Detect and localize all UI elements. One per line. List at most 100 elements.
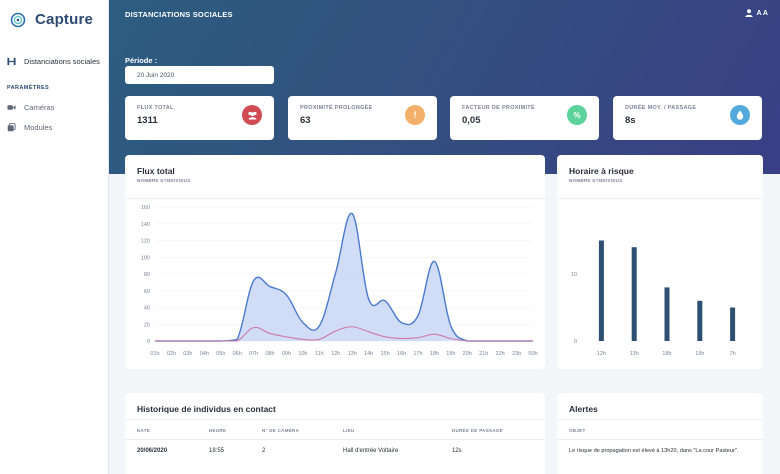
stat-value: 63 — [300, 115, 311, 126]
column-header-duree: DURÉE DE PASSAGE — [452, 428, 503, 433]
people-distance-icon — [7, 57, 16, 66]
x-tick-label: 23h — [512, 351, 521, 357]
stat-label: PROXIMITÉ PROLONGÉE — [300, 105, 373, 111]
panel-title: Horaire à risque — [569, 166, 634, 176]
users-icon — [242, 105, 262, 125]
stat-card-facteur: FACTEUR DE PROXIMITÉ 0,05 % — [450, 96, 599, 140]
x-tick-label: 14h — [364, 351, 373, 357]
x-tick-label: 7h — [730, 351, 736, 357]
risk-hours-panel: Horaire à risque NOMBRE D'INDIVIDUS 0 10 1… — [557, 155, 763, 369]
bar-18h — [664, 287, 670, 341]
x-tick-label: 07h — [249, 351, 258, 357]
x-tick-label: 11h — [315, 351, 324, 357]
bar-7h — [730, 307, 736, 341]
x-tick-label: 20h — [463, 351, 472, 357]
y-tick-label: 140 — [141, 222, 150, 228]
user-menu[interactable]: A A — [745, 9, 768, 17]
x-tick-label: 17h — [413, 351, 422, 357]
modules-icon — [7, 123, 16, 132]
stat-value: 1311 — [137, 115, 158, 126]
x-tick-label: 13h — [630, 351, 639, 357]
x-tick-label: 08h — [265, 351, 274, 357]
stat-card-proximite: PROXIMITÉ PROLONGÉE 63 ! — [288, 96, 437, 140]
bar-13h — [631, 247, 637, 341]
divider — [125, 419, 545, 420]
settings-section-title: PARAMÈTRES — [7, 85, 50, 91]
divider — [125, 439, 545, 440]
x-tick-label: 04h — [200, 351, 209, 357]
y-tick-label: 120 — [141, 239, 150, 245]
x-tick-label: 12h — [331, 351, 340, 357]
x-tick-label: 12h — [597, 351, 606, 357]
exclamation-icon: ! — [405, 105, 425, 125]
x-tick-label: 10h — [298, 351, 307, 357]
divider — [557, 419, 763, 420]
x-tick-label: 19h — [446, 351, 455, 357]
sidebar-item-modules[interactable]: Modules — [7, 123, 52, 132]
y-tick-label: 0 — [147, 339, 150, 345]
panel-title: Flux total — [137, 166, 175, 176]
panel-title: Historique de individus en contact — [137, 404, 276, 414]
user-icon — [745, 9, 754, 17]
bar-19h — [697, 300, 703, 341]
cell-camera: 2 — [262, 448, 266, 454]
sidebar-item-label: Modules — [24, 123, 53, 132]
cell-lieu: Hall d'entrée Voltaire — [343, 448, 399, 454]
column-header-camera: N° DE CAMÉRA — [262, 428, 300, 433]
sidebar-item-distanciations[interactable]: Distanciations sociales — [7, 57, 100, 66]
brand[interactable]: Capture — [10, 11, 93, 28]
x-tick-label: 19h — [695, 351, 704, 357]
sidebar-item-label: Distanciations sociales — [24, 57, 100, 66]
stat-value: 8s — [625, 115, 636, 126]
divider — [557, 198, 763, 199]
x-tick-label: 01h — [150, 351, 159, 357]
series-area-0 — [155, 213, 533, 341]
y-tick-label: 60 — [144, 289, 150, 295]
sidebar: Capture Distanciations sociales PARAMÈTR… — [0, 0, 109, 474]
period-label: Période : — [125, 56, 158, 65]
page-title: DISTANCIATIONS SOCIALES — [125, 10, 233, 19]
user-initials: A A — [756, 9, 768, 17]
alert-item[interactable]: Le risque de propagation est élevé à 13h… — [569, 448, 739, 454]
column-header-lieu: LIEU — [343, 428, 355, 433]
panel-title: Alertes — [569, 404, 598, 414]
stat-card-duree: DURÉE MOY. / PASSAGE 8s — [613, 96, 762, 140]
bar-12h — [598, 240, 604, 341]
x-tick-label: 21h — [479, 351, 488, 357]
panel-subtitle: NOMBRE D'INDIVIDUS — [569, 178, 623, 183]
x-tick-label: 05h — [216, 351, 225, 357]
brand-name: Capture — [35, 11, 94, 28]
percent-icon: % — [567, 105, 587, 125]
x-tick-label: 09h — [282, 351, 291, 357]
y-tick-label: 160 — [141, 205, 150, 211]
column-header-date: DATE — [137, 428, 151, 433]
camera-icon — [7, 105, 16, 110]
x-tick-label: 03h — [183, 351, 192, 357]
capture-logo-icon — [10, 12, 26, 27]
panel-subtitle: NOMBRE D'INDIVIDUS — [137, 178, 191, 183]
cell-date: 20/06/2020 — [137, 448, 168, 454]
header-band — [109, 0, 780, 174]
stat-card-flux-total: FLUX TOTAL 1311 — [125, 96, 274, 140]
series-line-1 — [155, 326, 533, 342]
history-panel: Historique de individus en contact — [125, 393, 545, 474]
period-date-input[interactable] — [125, 66, 274, 84]
alerts-panel: Alertes OBJET Le risque de propagation e… — [557, 393, 763, 474]
stat-label: FACTEUR DE PROXIMITÉ — [462, 105, 535, 111]
x-tick-label: 16h — [397, 351, 406, 357]
x-tick-label: 18h — [430, 351, 439, 357]
x-tick-label: 00h — [528, 351, 537, 357]
y-tick-label: 0 — [574, 339, 577, 345]
y-tick-label: 80 — [144, 272, 150, 278]
y-tick-label: 100 — [141, 255, 150, 261]
sidebar-item-label: Caméras — [24, 103, 55, 112]
flux-total-chart: 0 20 40 60 80 100 120 140 160 01h 02h 03h 04h 05h 06h 0… — [141, 205, 538, 357]
x-tick-label: 02h — [167, 351, 176, 357]
column-header-objet: OBJET — [569, 428, 586, 433]
risk-hours-chart: 0 10 12h 13h 18h 19h 7h — [571, 240, 736, 357]
stat-label: FLUX TOTAL — [137, 105, 174, 111]
sidebar-item-cameras[interactable]: Caméras — [7, 103, 54, 112]
cell-heure: 18:55 — [209, 448, 225, 454]
y-tick-label: 40 — [144, 306, 150, 312]
y-tick-label: 20 — [144, 322, 150, 328]
